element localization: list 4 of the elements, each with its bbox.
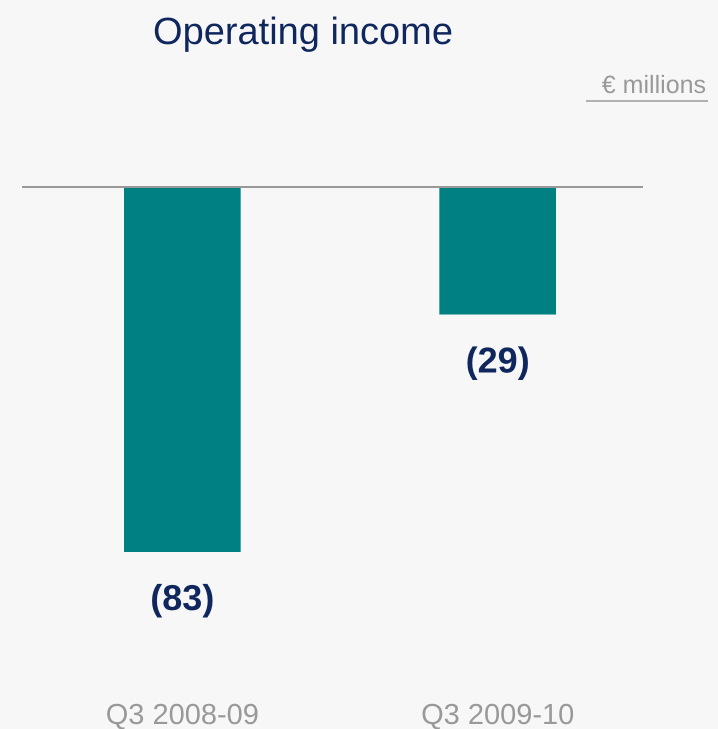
- y-axis-title: € millions: [602, 71, 706, 99]
- data-label: (83): [150, 577, 214, 618]
- data-label: (29): [466, 340, 530, 381]
- chart-title: Operating income: [153, 11, 453, 53]
